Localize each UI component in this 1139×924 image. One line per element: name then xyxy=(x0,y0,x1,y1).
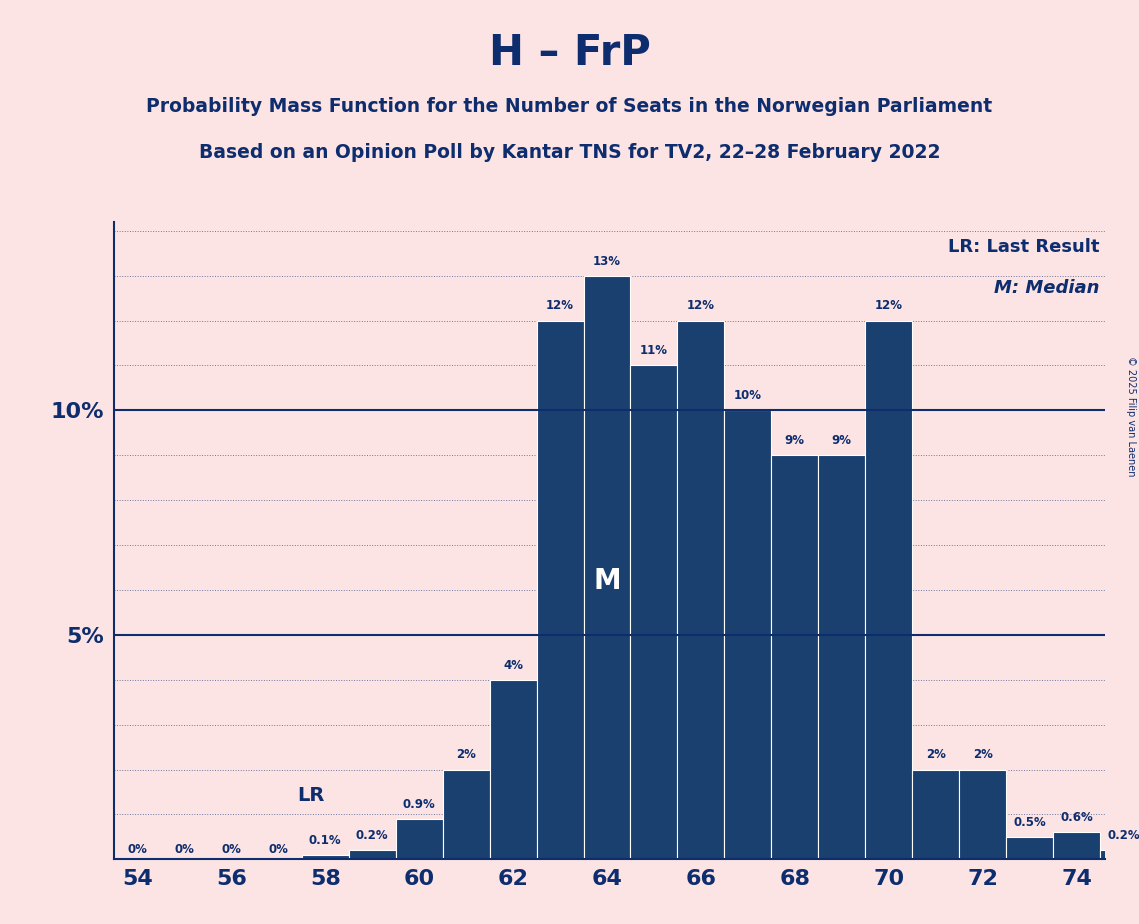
Bar xyxy=(1100,850,1139,859)
Text: 11%: 11% xyxy=(640,345,667,358)
Text: 9%: 9% xyxy=(785,434,805,447)
Text: 12%: 12% xyxy=(546,299,574,312)
Text: 2%: 2% xyxy=(926,748,945,761)
Text: Based on an Opinion Poll by Kantar TNS for TV2, 22–28 February 2022: Based on an Opinion Poll by Kantar TNS f… xyxy=(198,143,941,163)
Text: 12%: 12% xyxy=(687,299,715,312)
Text: 0%: 0% xyxy=(128,843,147,856)
Text: 0%: 0% xyxy=(269,843,288,856)
Bar xyxy=(490,680,536,859)
Bar xyxy=(866,321,912,859)
Text: 4%: 4% xyxy=(503,659,523,672)
Text: Probability Mass Function for the Number of Seats in the Norwegian Parliament: Probability Mass Function for the Number… xyxy=(147,97,992,116)
Text: LR: LR xyxy=(297,786,325,806)
Text: 2%: 2% xyxy=(973,748,993,761)
Bar xyxy=(443,770,490,859)
Bar xyxy=(1006,837,1054,859)
Text: 9%: 9% xyxy=(831,434,852,447)
Bar xyxy=(583,275,631,859)
Text: 0%: 0% xyxy=(221,843,241,856)
Text: 0.1%: 0.1% xyxy=(309,833,342,846)
Text: 0.6%: 0.6% xyxy=(1060,811,1093,824)
Bar xyxy=(912,770,959,859)
Bar xyxy=(959,770,1006,859)
Text: 13%: 13% xyxy=(593,254,621,268)
Bar xyxy=(1054,833,1100,859)
Bar xyxy=(678,321,724,859)
Text: M: Median: M: Median xyxy=(994,279,1100,298)
Text: 12%: 12% xyxy=(875,299,903,312)
Bar xyxy=(724,410,771,859)
Bar xyxy=(771,456,818,859)
Text: © 2025 Filip van Laenen: © 2025 Filip van Laenen xyxy=(1126,356,1136,476)
Bar xyxy=(631,365,678,859)
Text: 0.5%: 0.5% xyxy=(1014,816,1046,829)
Bar xyxy=(818,456,866,859)
Text: H – FrP: H – FrP xyxy=(489,32,650,74)
Text: M: M xyxy=(593,567,621,595)
Text: 10%: 10% xyxy=(734,389,762,402)
Text: 0.2%: 0.2% xyxy=(1107,829,1139,843)
Text: 0%: 0% xyxy=(174,843,195,856)
Text: 0.2%: 0.2% xyxy=(355,829,388,843)
Bar xyxy=(302,855,349,859)
Bar xyxy=(536,321,583,859)
Bar xyxy=(349,850,395,859)
Text: 0.9%: 0.9% xyxy=(403,797,435,811)
Text: 2%: 2% xyxy=(457,748,476,761)
Bar xyxy=(395,819,443,859)
Text: LR: Last Result: LR: Last Result xyxy=(949,237,1100,256)
